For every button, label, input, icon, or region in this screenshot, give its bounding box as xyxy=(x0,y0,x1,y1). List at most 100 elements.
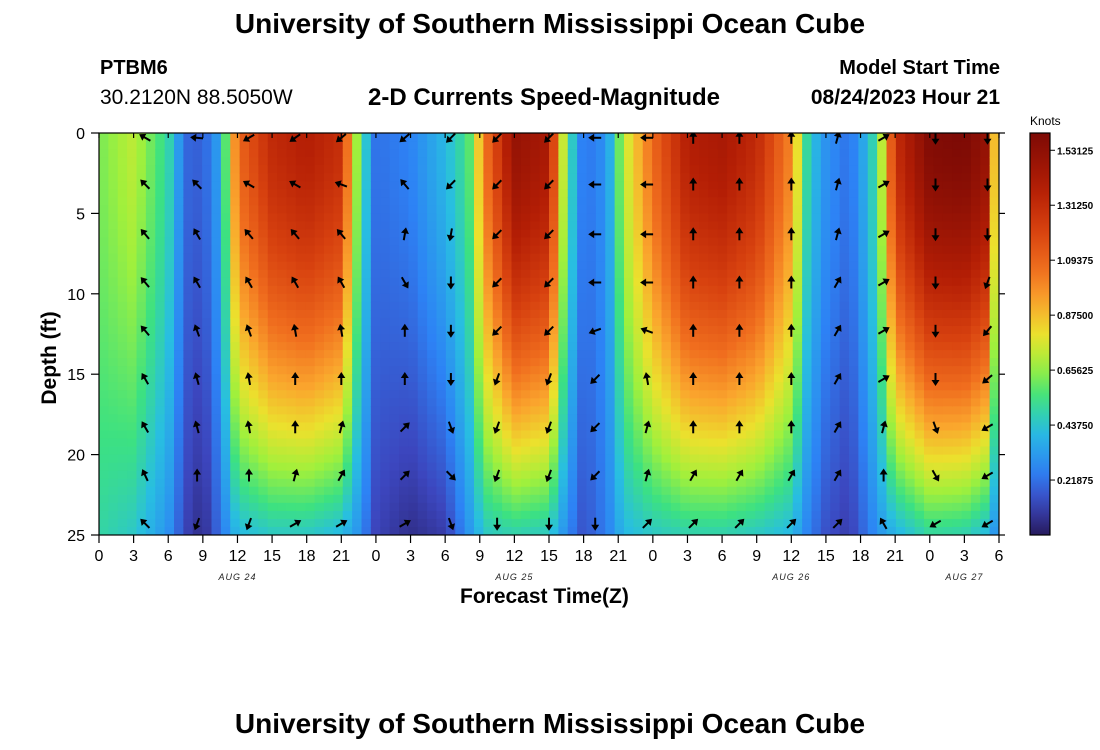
heatmap-cell xyxy=(961,221,972,231)
heatmap-cell xyxy=(474,141,484,150)
heatmap-cell xyxy=(942,141,953,150)
heatmap-cell xyxy=(624,181,634,190)
heatmap-cell xyxy=(436,454,447,464)
heatmap-cell xyxy=(839,133,850,142)
heatmap-cell xyxy=(858,277,869,287)
heatmap-cell xyxy=(192,414,203,424)
heatmap-cell xyxy=(511,309,522,319)
heatmap-cell xyxy=(380,390,391,399)
heatmap-cell xyxy=(652,325,663,335)
heatmap-cell xyxy=(239,197,250,206)
current-vector-arrow xyxy=(192,179,203,190)
heatmap-cell xyxy=(867,309,878,319)
heatmap-cell xyxy=(370,197,381,206)
heatmap-cell xyxy=(464,494,475,504)
heatmap-cell xyxy=(858,374,869,383)
heatmap-cell xyxy=(136,334,147,343)
heatmap-cell xyxy=(136,510,147,520)
heatmap-cell xyxy=(802,374,813,383)
heatmap-cell xyxy=(230,221,241,231)
heatmap-cell xyxy=(849,133,859,142)
heatmap-cell xyxy=(286,526,297,535)
heatmap-cell xyxy=(230,510,241,520)
heatmap-cell xyxy=(155,398,166,407)
heatmap-cell xyxy=(492,502,503,512)
heatmap-cell xyxy=(511,406,522,415)
heatmap-cell xyxy=(492,245,503,255)
heatmap-cell xyxy=(652,470,663,480)
heatmap-cell xyxy=(858,478,869,488)
heatmap-cell xyxy=(117,229,128,239)
heatmap-cell xyxy=(942,518,953,528)
heatmap-cell xyxy=(914,149,925,158)
heatmap-cell xyxy=(605,470,616,480)
heatmap-cell xyxy=(539,165,550,174)
heatmap-cell xyxy=(530,422,541,432)
heatmap-cell xyxy=(924,197,934,206)
heatmap-cell xyxy=(558,285,569,295)
heatmap-cell xyxy=(830,165,841,174)
heatmap-cell xyxy=(914,253,925,263)
heatmap-cell xyxy=(342,261,353,271)
heatmap-cell xyxy=(858,197,869,206)
heatmap-cell xyxy=(511,165,522,174)
heatmap-cell xyxy=(370,277,381,287)
heatmap-cell xyxy=(905,350,916,359)
heatmap-cell xyxy=(342,181,353,190)
heatmap-cell xyxy=(502,229,513,239)
heatmap-cell xyxy=(858,245,869,255)
heatmap-cell xyxy=(324,358,334,367)
heatmap-cell xyxy=(502,149,513,158)
heatmap-cell xyxy=(380,173,391,182)
heatmap-cell xyxy=(455,245,466,255)
heatmap-cell xyxy=(970,350,981,359)
heatmap-cell xyxy=(624,213,634,223)
heatmap-cell xyxy=(849,430,859,440)
heatmap-cell xyxy=(924,277,934,287)
heatmap-cell xyxy=(961,398,972,407)
heatmap-cell xyxy=(530,390,541,399)
heatmap-cell xyxy=(464,301,475,311)
heatmap-cell xyxy=(577,334,588,343)
heatmap-cell xyxy=(427,518,438,528)
heatmap-cell xyxy=(361,470,372,480)
heatmap-cell xyxy=(192,382,203,391)
heatmap-cell xyxy=(202,245,213,255)
heatmap-cell xyxy=(577,374,588,383)
heatmap-cell xyxy=(970,462,981,472)
heatmap-cell xyxy=(370,366,381,375)
heatmap-cell xyxy=(99,438,109,448)
heatmap-cell xyxy=(755,350,766,359)
heatmap-cell xyxy=(839,350,850,359)
heatmap-cell xyxy=(464,526,475,535)
heatmap-cell xyxy=(230,165,241,174)
heatmap-cell xyxy=(755,253,766,263)
heatmap-cell xyxy=(802,446,813,456)
heatmap-cell xyxy=(914,269,925,279)
heatmap-cell xyxy=(652,526,663,535)
heatmap-cell xyxy=(652,205,663,214)
heatmap-cell xyxy=(155,454,166,464)
heatmap-cell xyxy=(417,430,428,440)
heatmap-cell xyxy=(352,510,363,520)
heatmap-cell xyxy=(155,221,166,231)
heatmap-cell xyxy=(342,350,353,359)
heatmap-cell xyxy=(774,157,784,166)
heatmap-cell xyxy=(267,317,278,327)
heatmap-cell xyxy=(792,406,803,415)
current-vector-arrow xyxy=(688,518,699,529)
heatmap-cell xyxy=(389,414,400,424)
heatmap-cell xyxy=(736,366,747,375)
heatmap-cell xyxy=(342,518,353,528)
heatmap-cell xyxy=(192,173,203,182)
heatmap-cell xyxy=(886,301,897,311)
heatmap-cell xyxy=(333,510,344,520)
heatmap-cell xyxy=(792,390,803,399)
heatmap-cell xyxy=(689,213,700,223)
heatmap-cell xyxy=(577,470,588,480)
heatmap-cell xyxy=(567,133,578,142)
heatmap-cell xyxy=(961,189,972,198)
heatmap-cell xyxy=(774,285,784,295)
heatmap-cell xyxy=(164,486,175,496)
heatmap-cell xyxy=(952,374,963,383)
